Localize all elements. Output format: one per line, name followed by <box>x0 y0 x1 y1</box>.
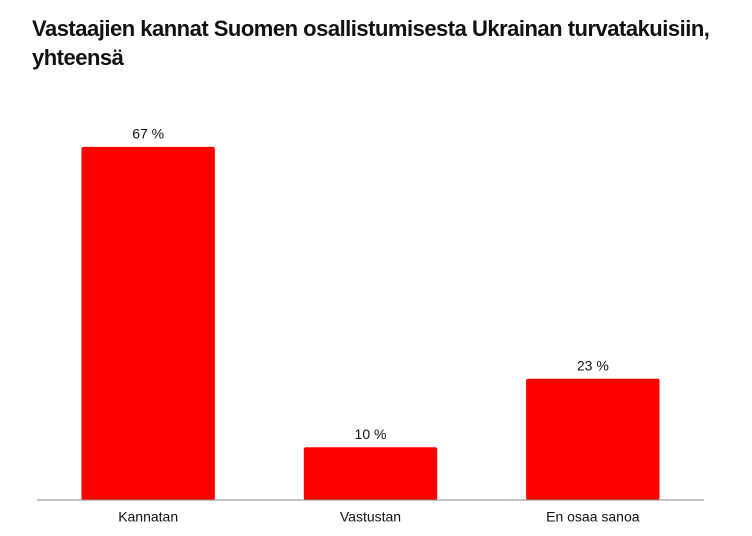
x-tick-label: Vastustan <box>340 509 401 525</box>
bar <box>81 146 215 501</box>
bar <box>526 378 660 500</box>
value-label: 10 % <box>355 426 387 442</box>
chart-title: Vastaajien kannat Suomen osallistumisest… <box>32 16 710 70</box>
value-label: 23 % <box>577 357 609 373</box>
value-label: 67 % <box>132 126 164 142</box>
bar <box>303 447 438 500</box>
x-tick-label: Kannatan <box>118 509 178 525</box>
x-tick-label: En osaa sanoa <box>546 509 640 525</box>
